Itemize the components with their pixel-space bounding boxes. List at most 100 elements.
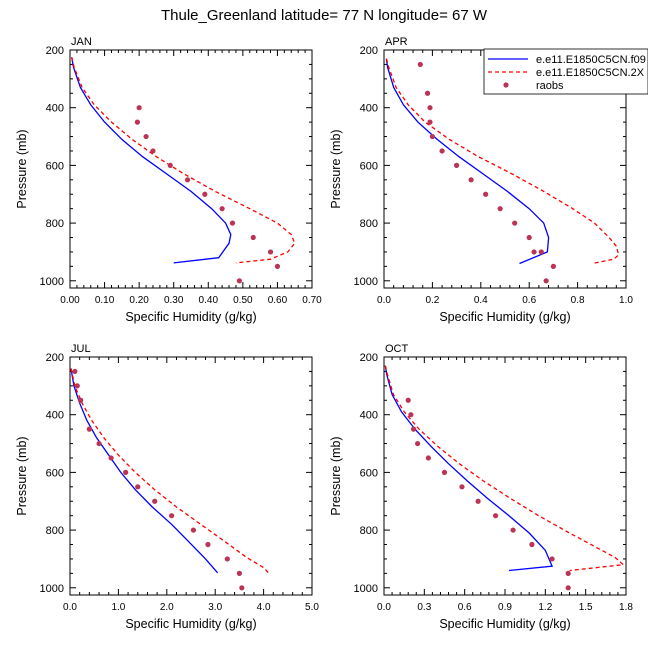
y-tick-label: 600 bbox=[360, 467, 378, 479]
x-axis-label: Specific Humidity (g/kg) bbox=[125, 310, 256, 324]
x-tick-label: 0.0 bbox=[377, 602, 391, 613]
x-tick-label: 0.10 bbox=[95, 295, 115, 306]
series-group bbox=[70, 368, 269, 591]
series-line-f09 bbox=[70, 368, 219, 574]
raobs-point bbox=[205, 541, 211, 548]
x-tick-label: 0.20 bbox=[129, 295, 149, 306]
x-tick-label: 0.30 bbox=[164, 295, 184, 306]
legend-marker-raobs bbox=[503, 82, 509, 88]
series-group bbox=[385, 58, 620, 284]
y-axis-label: Pressure (mb) bbox=[329, 436, 343, 515]
raobs-point bbox=[429, 133, 435, 140]
x-tick-label: 0.6 bbox=[522, 295, 536, 306]
raobs-point bbox=[565, 570, 571, 576]
y-tick-label: 200 bbox=[360, 45, 378, 57]
raobs-point bbox=[143, 133, 149, 140]
raobs-point bbox=[424, 90, 431, 96]
y-tick-label: 600 bbox=[360, 160, 378, 172]
y-axis-label: Pressure (mb) bbox=[15, 436, 29, 515]
x-tick-label: 0.0 bbox=[63, 602, 77, 613]
x-tick-label: 2.0 bbox=[160, 602, 174, 613]
y-tick-label: 800 bbox=[360, 218, 378, 230]
legend-label: e.e11.E1850C5CN.f09 bbox=[536, 54, 646, 66]
raobs-point bbox=[134, 119, 141, 125]
raobs-point bbox=[549, 556, 555, 562]
chart-panel-apr: 0.0 0.2 0.4 0.6 0.8 1.0 200 400 600 800 1000 Specif… bbox=[329, 36, 648, 324]
raobs-point bbox=[229, 220, 236, 226]
raobs-point bbox=[427, 105, 433, 111]
y-tick-label: 1000 bbox=[40, 583, 64, 595]
series-group bbox=[71, 57, 296, 284]
raobs-point bbox=[459, 484, 465, 490]
raobs-point bbox=[408, 412, 414, 418]
raobs-point bbox=[415, 440, 421, 447]
raobs-point bbox=[510, 527, 516, 533]
raobs-point bbox=[96, 440, 102, 447]
x-tick-label: 0.60 bbox=[268, 295, 288, 306]
x-tick-label: 0.40 bbox=[199, 295, 219, 306]
raobs-point bbox=[78, 397, 84, 403]
plot-frame bbox=[69, 356, 313, 596]
raobs-point bbox=[531, 249, 537, 255]
y-tick-label: 1000 bbox=[354, 583, 378, 595]
x-tick-label: 0.6 bbox=[458, 602, 472, 613]
raobs-point bbox=[152, 498, 158, 504]
panel-label: OCT bbox=[385, 343, 409, 355]
raobs-point bbox=[497, 206, 503, 212]
y-tick-label: 800 bbox=[46, 525, 64, 537]
x-tick-label: 1.0 bbox=[619, 295, 633, 306]
y-tick-label: 200 bbox=[360, 352, 378, 364]
plot-frame bbox=[69, 49, 313, 289]
x-tick-label: 1.2 bbox=[538, 602, 552, 613]
x-tick-label: 0.4 bbox=[474, 295, 488, 306]
panel-label: APR bbox=[385, 36, 408, 48]
y-tick-label: 600 bbox=[46, 160, 64, 172]
series-line-2x bbox=[385, 58, 620, 265]
panel-label: JAN bbox=[71, 36, 92, 48]
x-axis-label: Specific Humidity (g/kg) bbox=[439, 617, 570, 631]
x-tick-label: 0.0 bbox=[377, 295, 391, 306]
raobs-point bbox=[468, 177, 474, 183]
raobs-point bbox=[475, 498, 481, 504]
y-tick-label: 400 bbox=[360, 410, 378, 422]
panel-label: JUL bbox=[71, 343, 91, 355]
series-line-f09 bbox=[71, 57, 232, 264]
plot-frame bbox=[383, 356, 627, 596]
series-group bbox=[384, 365, 625, 591]
series-line-2x bbox=[384, 365, 625, 572]
y-tick-label: 1000 bbox=[40, 276, 64, 288]
raobs-point bbox=[236, 570, 242, 576]
raobs-point bbox=[169, 513, 175, 519]
raobs-point bbox=[267, 249, 274, 255]
raobs-point bbox=[150, 148, 156, 154]
raobs-point bbox=[565, 585, 571, 591]
x-tick-label: 1.5 bbox=[579, 602, 593, 613]
raobs-point bbox=[550, 263, 557, 269]
raobs-point bbox=[526, 234, 532, 241]
series-line-2x bbox=[71, 57, 296, 264]
y-axis-label: Pressure (mb) bbox=[15, 129, 29, 208]
raobs-point bbox=[74, 383, 80, 389]
raobs-point bbox=[439, 148, 445, 154]
x-tick-label: 0.8 bbox=[571, 295, 585, 306]
raobs-point bbox=[219, 206, 225, 212]
legend: e.e11.E1850C5CN.f09e.e11.E1850C5CN.2Xrao… bbox=[483, 48, 648, 95]
y-tick-label: 800 bbox=[360, 525, 378, 537]
chart-panel-jul: 0.0 1.0 2.0 3.0 4.0 5.0 200 400 600 800 1000 Specif… bbox=[15, 343, 319, 631]
y-tick-label: 1000 bbox=[354, 276, 378, 288]
raobs-point bbox=[123, 469, 129, 475]
raobs-point bbox=[529, 541, 535, 548]
y-tick-label: 400 bbox=[360, 103, 378, 115]
chart-panel-jan: 0.00 0.10 0.20 0.30 0.40 0.50 0.60 0.70 200 400 60… bbox=[15, 36, 322, 324]
x-tick-label: 0.50 bbox=[233, 295, 253, 306]
legend-label: e.e11.E1850C5CN.2X bbox=[536, 67, 645, 79]
y-tick-label: 400 bbox=[46, 103, 64, 115]
raobs-point bbox=[167, 162, 173, 168]
x-axis-label: Specific Humidity (g/kg) bbox=[125, 617, 256, 631]
y-tick-label: 200 bbox=[46, 45, 64, 57]
x-tick-label: 3.0 bbox=[208, 602, 222, 613]
figure-title: Thule_Greenland latitude= 77 N longitude… bbox=[160, 7, 488, 24]
y-axis-label: Pressure (mb) bbox=[329, 129, 343, 208]
raobs-point bbox=[86, 426, 92, 432]
